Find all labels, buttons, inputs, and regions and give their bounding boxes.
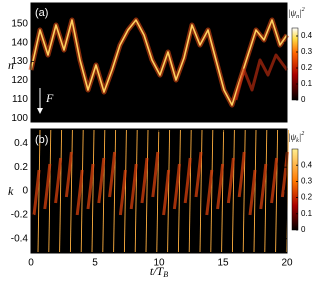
bloch-line <box>210 129 214 253</box>
bloch-line <box>156 129 160 253</box>
y-tick-label: 110 <box>12 94 28 105</box>
bloch-blob <box>97 157 106 204</box>
colorbar-tick-label: 0 <box>301 95 306 104</box>
bloch-line <box>48 129 52 253</box>
bloch-blob <box>259 163 268 210</box>
cb-mid: | <box>299 8 301 18</box>
y-axis-label: k <box>8 184 14 198</box>
colorbar-label: |ψk|2 <box>288 131 304 144</box>
bloch-line <box>134 129 138 253</box>
bloch-line <box>231 129 235 253</box>
bloch-blob <box>43 163 52 210</box>
bloch-blob <box>75 169 84 216</box>
panel-label: (a) <box>35 7 48 19</box>
colorbar-tick-label: 0 <box>301 225 306 234</box>
bloch-line <box>37 129 41 253</box>
x-tick-label: 5 <box>92 258 98 269</box>
colorbar-tick-label: 0.3 <box>301 177 313 186</box>
x-tick-label: 10 <box>153 258 165 269</box>
bloch-blob <box>86 163 95 210</box>
y-tick-label: -0.4 <box>11 233 29 244</box>
colorbar-tick-label: 0.4 <box>301 160 313 169</box>
wavepacket-traces <box>28 17 290 108</box>
x-tick-label: 20 <box>281 258 293 269</box>
bloch-blob <box>216 163 225 210</box>
bloch-blob <box>118 169 127 216</box>
bloch-blob <box>129 163 138 210</box>
cb-pre: |ψ <box>288 8 296 18</box>
bloch-blob <box>248 169 257 216</box>
colorbar-tick-label: 0.3 <box>301 47 313 56</box>
bloch-line <box>69 129 73 253</box>
cb-sub: k <box>296 138 299 144</box>
colorbar-tick-label: 0.1 <box>301 79 313 88</box>
bloch-line <box>177 129 181 253</box>
force-label: F <box>45 91 54 105</box>
bloch-blob <box>237 151 246 198</box>
colorbar-tick-label: 0.2 <box>301 63 313 72</box>
colorbar <box>291 148 299 231</box>
bloch-line <box>102 129 106 253</box>
cb-sup: 2 <box>301 131 304 137</box>
y-tick-label: 150 <box>11 18 28 29</box>
bloch-line <box>199 129 203 253</box>
bloch-line <box>188 129 192 253</box>
y-tick-label: 0.2 <box>14 162 28 173</box>
x-label-sub: B <box>163 270 168 279</box>
y-axis-label: n <box>8 58 14 72</box>
y-tick-label: 140 <box>11 37 28 48</box>
bloch-line <box>113 129 117 253</box>
bloch-line <box>80 129 84 253</box>
bloch-line <box>167 129 171 253</box>
colorbar-tick-label: 0.4 <box>301 31 313 40</box>
bloch-blob <box>205 169 214 216</box>
bloch-line <box>253 129 257 253</box>
colorbar <box>291 27 299 101</box>
y-tick-label: 120 <box>11 75 28 86</box>
panel-label: (b) <box>35 134 48 146</box>
bloch-blob <box>183 157 192 204</box>
cb-pre: |ψ <box>288 132 296 142</box>
colorbar-label: |ψn|2 <box>288 7 305 20</box>
y-tick-label: 0 <box>22 186 28 197</box>
bloch-blob <box>108 151 117 198</box>
x-label-main: t/T <box>150 264 165 278</box>
bloch-blob <box>64 151 73 198</box>
bloch-line <box>275 129 279 253</box>
bloch-blob <box>194 151 203 198</box>
bloch-blob <box>226 157 235 204</box>
heatmap-background <box>31 129 287 253</box>
bloch-blob <box>151 151 160 198</box>
bloch-line <box>145 129 149 253</box>
bloch-blob <box>54 157 63 204</box>
y-tick-label: 100 <box>11 113 28 124</box>
y-tick-label: -0.2 <box>11 209 29 220</box>
y-tick-label: 130 <box>11 56 28 67</box>
bloch-line <box>264 129 268 253</box>
bloch-line <box>91 129 95 253</box>
bloch-blob <box>270 157 279 204</box>
x-tick-label: 0 <box>28 258 34 269</box>
y-tick-label: 0.4 <box>14 138 28 149</box>
x-tick-label: 15 <box>217 258 229 269</box>
bloch-line <box>221 129 225 253</box>
cb-sub: n <box>296 14 299 20</box>
bloch-blob <box>140 157 149 204</box>
bloch-blob <box>32 169 41 216</box>
bloch-blob <box>172 163 181 210</box>
cb-sup: 2 <box>302 7 305 13</box>
cb-mid: | <box>299 132 301 142</box>
bloch-line <box>123 129 127 253</box>
x-axis-label: t/TB <box>150 264 168 279</box>
bloch-blob <box>162 169 171 216</box>
bloch-lines <box>32 129 289 253</box>
colorbar-tick-label: 0.1 <box>301 209 313 218</box>
colorbar-tick-label: 0.2 <box>301 193 313 202</box>
bloch-line <box>242 129 246 253</box>
force-arrow-head <box>37 108 43 114</box>
bloch-line <box>59 129 63 253</box>
